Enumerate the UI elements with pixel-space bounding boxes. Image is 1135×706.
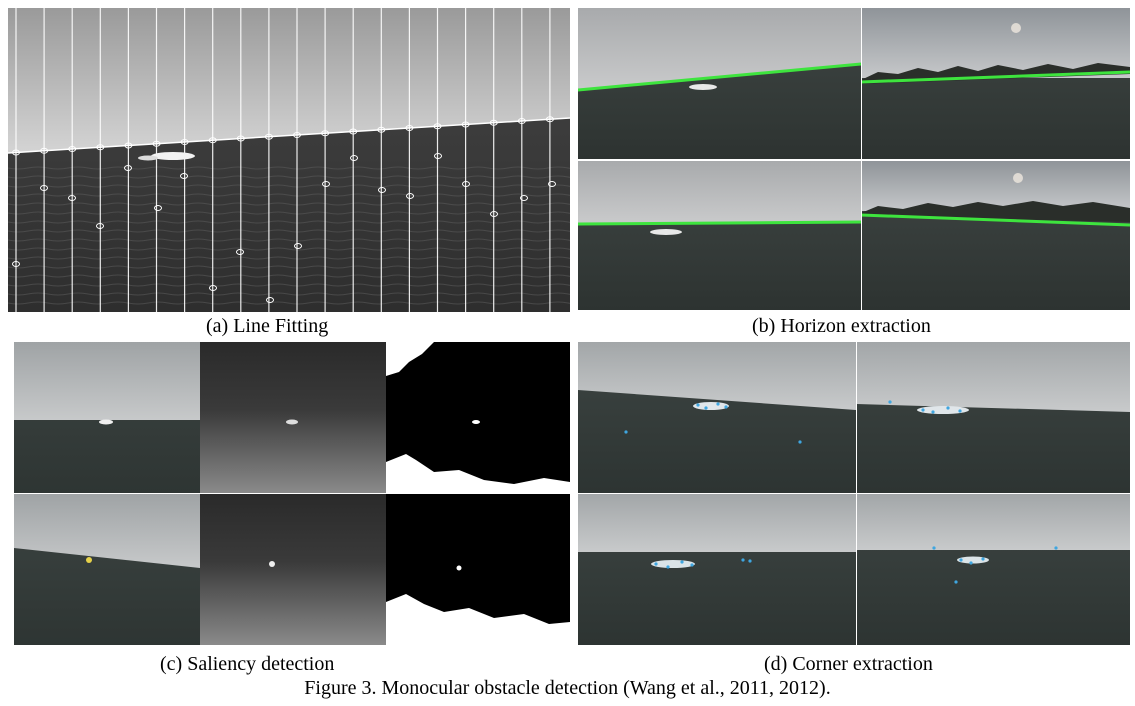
line-fitting-photo — [8, 8, 570, 312]
saliency-original-top — [14, 342, 200, 493]
horizon-line — [578, 220, 862, 226]
detected-point — [68, 146, 77, 153]
detected-point — [12, 261, 20, 267]
detected-point — [40, 147, 49, 154]
detected-point — [321, 130, 330, 137]
horizon-photo-1 — [578, 8, 862, 159]
saliency-binary-top — [386, 342, 570, 493]
detected-point — [517, 118, 526, 125]
boat-obstacle — [151, 152, 195, 160]
caption-c: (c) Saliency detection — [160, 653, 335, 675]
detected-point — [520, 195, 528, 201]
detected-point — [68, 195, 76, 201]
panel-b-horizon-extraction-grid — [578, 8, 1130, 310]
detected-point — [434, 153, 442, 159]
corner-photo-1 — [578, 342, 856, 493]
detected-point — [236, 249, 244, 255]
corner-extraction-photos — [578, 342, 1130, 645]
detected-point — [462, 181, 470, 187]
caption-b: (b) Horizon extraction — [752, 315, 931, 337]
detected-point — [349, 128, 358, 135]
figure-caption: Figure 3. Monocular obstacle detection (… — [304, 677, 831, 699]
detected-point — [377, 126, 386, 133]
detected-point — [548, 181, 556, 187]
detected-point — [12, 149, 20, 156]
saliency-map-bottom — [200, 494, 386, 645]
detected-point — [350, 155, 358, 161]
detected-point — [124, 142, 133, 149]
horizon-extraction-photos — [578, 8, 1130, 310]
detected-point — [545, 116, 554, 123]
horizon-line — [860, 70, 1130, 84]
detected-point — [294, 243, 302, 249]
detected-point — [433, 123, 442, 130]
detected-point — [406, 193, 414, 199]
saliency-original-bottom — [14, 494, 200, 645]
detected-point — [264, 133, 273, 140]
detected-point — [489, 119, 498, 126]
caption-a: (a) Line Fitting — [206, 315, 329, 337]
detected-point — [40, 185, 48, 191]
detected-point — [461, 121, 470, 128]
horizon-line — [578, 62, 862, 92]
detected-point — [96, 223, 104, 229]
corner-photo-3 — [578, 494, 856, 645]
panel-a-line-fitting-image — [8, 8, 570, 312]
horizon-photo-2 — [860, 8, 1130, 159]
detected-point — [293, 132, 301, 139]
horizon-line — [860, 213, 1130, 227]
detected-point — [96, 144, 105, 151]
corner-photo-4 — [857, 494, 1130, 645]
detected-point — [236, 135, 245, 142]
detected-point — [180, 173, 188, 179]
caption-d: (d) Corner extraction — [764, 653, 933, 675]
detected-point — [266, 297, 274, 303]
saliency-binary-bottom — [386, 494, 570, 645]
detected-point — [322, 181, 330, 187]
horizon-photo-4 — [860, 161, 1130, 310]
detected-point — [209, 285, 217, 291]
saliency-detection-photos — [14, 342, 570, 645]
panel-c-saliency-detection-grid — [14, 342, 570, 645]
detected-point — [152, 140, 161, 147]
detected-point — [124, 165, 132, 171]
detected-point — [490, 211, 498, 217]
fitted-horizon-line — [8, 117, 570, 154]
detected-point — [180, 139, 189, 146]
detected-point — [208, 137, 217, 144]
detected-point — [405, 125, 414, 132]
panel-d-corner-extraction-grid — [578, 342, 1130, 645]
saliency-map-top — [200, 342, 386, 493]
corner-photo-2 — [857, 342, 1130, 493]
horizon-photo-3 — [578, 161, 862, 310]
detected-point — [378, 187, 386, 193]
detected-point — [154, 205, 162, 211]
